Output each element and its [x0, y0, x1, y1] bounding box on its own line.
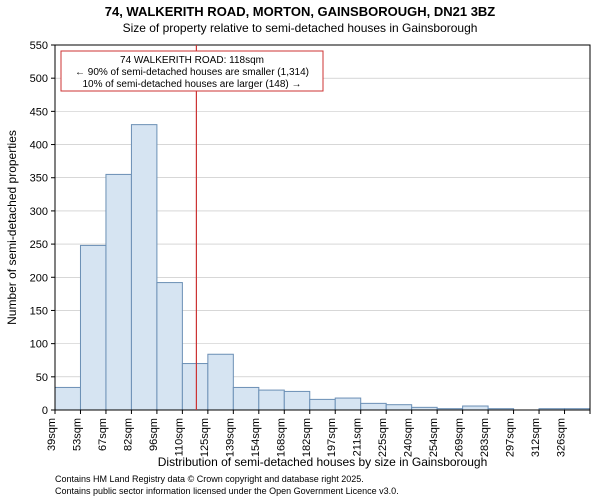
ytick-label: 550 — [30, 40, 48, 52]
xtick-label: 326sqm — [556, 418, 568, 457]
footer-line-2: Contains public sector information licen… — [55, 486, 399, 496]
histogram-bar — [157, 283, 182, 410]
chart-title-sub: Size of property relative to semi-detach… — [123, 21, 478, 35]
histogram-bar — [361, 403, 386, 410]
y-axis-label: Number of semi-detached properties — [5, 130, 19, 325]
ytick-label: 400 — [30, 140, 48, 152]
xtick-label: 240sqm — [403, 418, 415, 457]
xtick-label: 96sqm — [148, 418, 160, 451]
histogram-bar — [386, 405, 411, 410]
xtick-label: 139sqm — [224, 418, 236, 457]
x-axis-label: Distribution of semi-detached houses by … — [158, 455, 488, 469]
xtick-label: 53sqm — [71, 418, 83, 451]
ytick-label: 300 — [30, 206, 48, 218]
xtick-label: 297sqm — [505, 418, 517, 457]
histogram-bar — [259, 390, 284, 410]
xtick-label: 39sqm — [46, 418, 58, 451]
ytick-label: 100 — [30, 339, 48, 351]
xtick-label: 197sqm — [326, 418, 338, 457]
xtick-label: 125sqm — [199, 418, 211, 457]
xtick-label: 269sqm — [454, 418, 466, 457]
chart-container: 74, WALKERITH ROAD, MORTON, GAINSBOROUGH… — [0, 0, 600, 500]
histogram-bar — [233, 387, 258, 410]
xtick-label: 182sqm — [301, 418, 313, 457]
xtick-label: 82sqm — [122, 418, 134, 451]
ytick-label: 450 — [30, 106, 48, 118]
ytick-label: 200 — [30, 272, 48, 284]
ytick-label: 50 — [36, 372, 48, 384]
histogram-svg: 74, WALKERITH ROAD, MORTON, GAINSBOROUGH… — [0, 0, 600, 500]
xtick-label: 67sqm — [97, 418, 109, 451]
histogram-bar — [335, 398, 360, 410]
footer-line-1: Contains HM Land Registry data © Crown c… — [55, 474, 364, 484]
histogram-bar — [208, 354, 233, 410]
annotation-line-3: 10% of semi-detached houses are larger (… — [82, 79, 301, 90]
xtick-label: 110sqm — [173, 418, 185, 456]
xtick-label: 312sqm — [530, 418, 542, 457]
chart-title-main: 74, WALKERITH ROAD, MORTON, GAINSBOROUGH… — [105, 4, 496, 19]
ytick-label: 0 — [42, 405, 48, 417]
histogram-bar — [284, 391, 309, 410]
histogram-bar — [80, 245, 105, 410]
xtick-label: 211sqm — [352, 418, 364, 456]
ytick-label: 350 — [30, 173, 48, 185]
annotation-line-1: 74 WALKERITH ROAD: 118sqm — [120, 55, 264, 66]
histogram-bar — [182, 364, 207, 410]
ytick-label: 500 — [30, 73, 48, 85]
xtick-label: 168sqm — [275, 418, 287, 457]
annotation-line-2: ← 90% of semi-detached houses are smalle… — [75, 67, 309, 78]
histogram-bar — [463, 406, 488, 410]
xtick-label: 225sqm — [377, 418, 389, 457]
xtick-label: 254sqm — [428, 418, 440, 457]
xtick-label: 154sqm — [250, 418, 262, 457]
ytick-label: 150 — [30, 305, 48, 317]
histogram-bar — [55, 387, 80, 410]
ytick-label: 250 — [30, 239, 48, 251]
xtick-label: 283sqm — [479, 418, 491, 457]
histogram-bar — [131, 125, 156, 410]
histogram-bar — [106, 174, 131, 410]
histogram-bar — [310, 399, 335, 410]
